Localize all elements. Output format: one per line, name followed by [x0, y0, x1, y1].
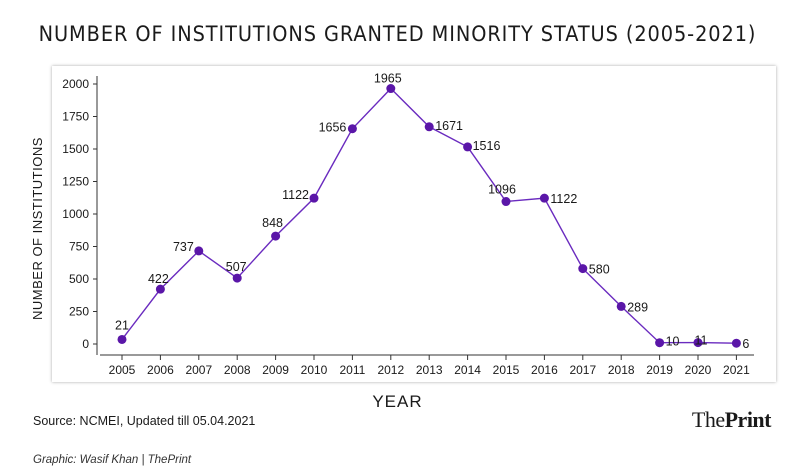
data-label: 1096 [488, 183, 516, 197]
data-point [616, 301, 626, 311]
x-tick-label: 2015 [493, 363, 520, 377]
data-point [424, 122, 434, 132]
brand-logo-the: The [691, 407, 725, 432]
data-point [386, 84, 396, 94]
data-point [194, 246, 204, 256]
source-note: Source: NCMEI, Updated till 05.04.2021 [33, 414, 256, 428]
data-point [117, 334, 127, 344]
x-tick-label: 2019 [646, 363, 673, 377]
y-tick-label: 1000 [62, 207, 89, 221]
data-label: 11 [695, 334, 708, 348]
x-tick-label: 2007 [185, 363, 212, 377]
x-tick-label: 2021 [723, 363, 750, 377]
data-label: 1122 [282, 188, 309, 202]
data-point [731, 338, 741, 348]
data-point [232, 273, 242, 283]
y-tick-label: 750 [69, 240, 89, 254]
chart-title: NUMBER OF INSTITUTIONS GRANTED MINORITY … [38, 22, 757, 46]
y-tick-label: 250 [69, 305, 89, 319]
x-tick-label: 2006 [147, 363, 174, 377]
data-label: 6 [742, 337, 749, 351]
data-labels-layer: 21 422 737 507 848 1122 1656 1965 1671 1516 1096 11… [115, 72, 749, 352]
data-label: 422 [148, 272, 169, 286]
x-tick-label: 2005 [109, 363, 136, 377]
x-tick-label: 2018 [608, 363, 635, 377]
y-axis-label: NUMBER OF INSTITUTIONS [30, 137, 45, 320]
y-tick-label: 1500 [62, 142, 89, 156]
brand-logo-print: Print [724, 407, 772, 432]
x-tick-label: 2014 [454, 363, 481, 377]
x-tick-label: 2016 [531, 363, 558, 377]
data-label: 1671 [435, 119, 463, 133]
data-point [463, 142, 473, 152]
y-axis: 0 250 500 750 1000 1250 1500 1750 2000 [62, 76, 98, 355]
data-point [271, 231, 281, 241]
x-tick-label: 2008 [224, 363, 251, 377]
data-label: 289 [627, 300, 648, 314]
data-label: 737 [173, 240, 194, 254]
data-point [501, 197, 511, 207]
x-tick-label: 2010 [301, 363, 328, 377]
x-tick-label: 2017 [569, 363, 596, 377]
x-tick-label: 2013 [416, 363, 443, 377]
data-label: 21 [115, 318, 129, 332]
x-axis: 2005 2006 2007 2008 2009 2010 2011 2012 2013 2014… [100, 354, 754, 377]
data-label: 1516 [473, 139, 501, 153]
data-label: 10 [666, 335, 680, 349]
y-tick-label: 1250 [62, 175, 89, 189]
x-tick-label: 2011 [339, 363, 365, 377]
data-point [539, 193, 549, 203]
data-point [693, 338, 703, 348]
y-tick-label: 1750 [62, 110, 89, 124]
x-tick-label: 2009 [262, 363, 289, 377]
data-point [347, 124, 357, 134]
x-tick-label: 2020 [685, 363, 712, 377]
y-tick-label: 500 [69, 272, 89, 286]
data-point [309, 193, 319, 203]
data-label: 580 [589, 263, 610, 277]
x-tick-label: 2012 [377, 363, 404, 377]
brand-logo: ThePrint [691, 407, 772, 433]
data-label: 507 [226, 260, 247, 274]
data-point [655, 338, 665, 348]
chart-frame [52, 66, 776, 382]
data-label: 1122 [550, 192, 577, 206]
data-label: 848 [262, 216, 283, 230]
graphic-credit: Graphic: Wasif Khan | ThePrint [33, 454, 192, 466]
data-point [578, 264, 588, 274]
y-tick-label: 2000 [62, 77, 89, 91]
data-point [155, 284, 165, 294]
data-label: 1965 [374, 72, 402, 86]
series-layer [117, 84, 741, 348]
data-label: 1656 [319, 121, 347, 135]
y-tick-label: 0 [82, 337, 89, 351]
x-axis-label: YEAR [372, 392, 423, 411]
